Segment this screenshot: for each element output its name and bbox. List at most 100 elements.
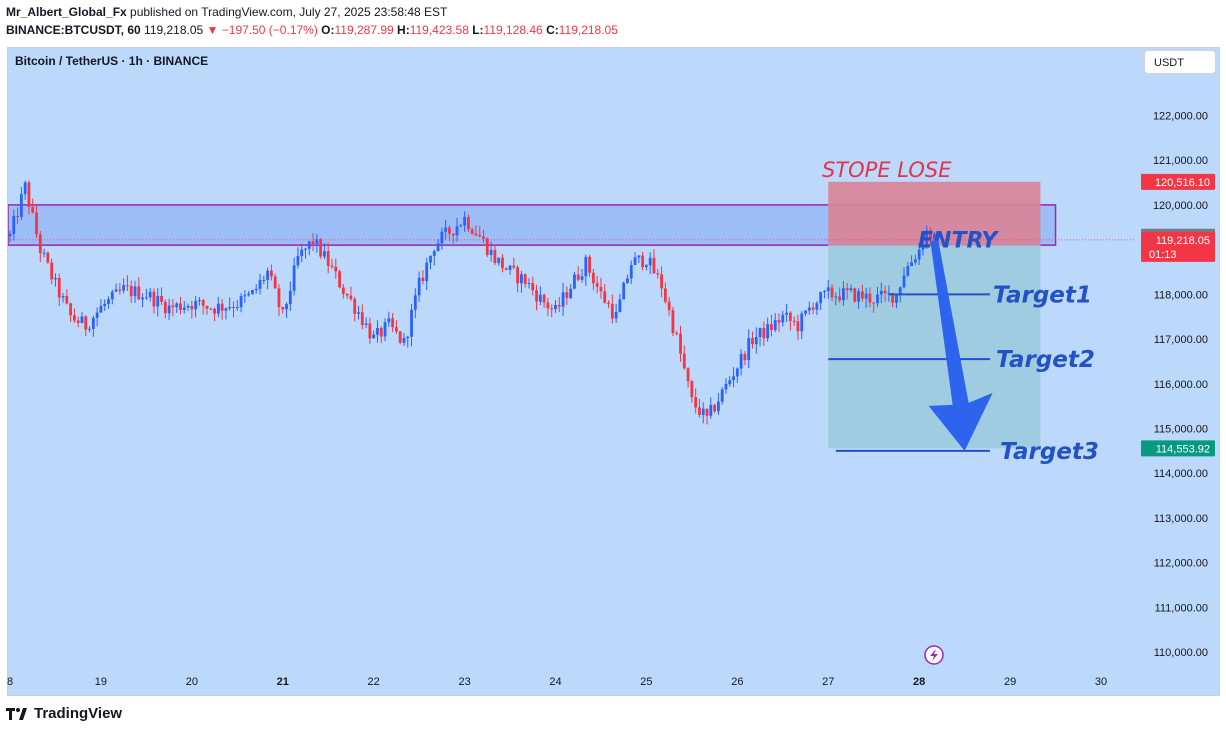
y-tick-label: 111,000.00 — [1155, 602, 1208, 614]
candle-body — [76, 320, 80, 324]
lightning-icon — [924, 645, 944, 665]
candle-body — [455, 226, 459, 236]
candle-body — [531, 283, 535, 291]
candle-body — [156, 295, 160, 307]
candle-body — [23, 182, 27, 195]
candle-body — [546, 302, 550, 309]
y-tick-label: 122,000.00 — [1153, 111, 1208, 123]
candle-body — [807, 307, 811, 311]
candle-body — [440, 231, 444, 244]
candle-body — [641, 255, 645, 268]
author-name[interactable]: Mr_Albert_Global_Fx — [6, 5, 127, 19]
x-tick-label: 28 — [913, 676, 925, 688]
candle-body — [144, 297, 148, 299]
candle-body — [129, 286, 133, 297]
candle-body — [304, 248, 307, 250]
candle-body — [800, 313, 804, 332]
candle-body — [925, 230, 929, 246]
candle-body — [251, 290, 254, 294]
tradingview-logo[interactable]: TradingView — [6, 705, 122, 722]
candle-body — [216, 303, 220, 314]
candle-body — [622, 282, 626, 300]
candle-body — [194, 300, 198, 310]
candle-body — [319, 239, 323, 257]
stop-loss-label: STOPE LOSE — [822, 158, 952, 182]
candle-body — [520, 274, 523, 284]
candle-body — [728, 380, 732, 384]
chart-legend-title[interactable]: Bitcoin / TetherUS · 1h · BINANCE — [15, 54, 209, 68]
symbol-line: BINANCE:BTCUSDT, 60 — [6, 23, 141, 37]
price-label-countdown: 01:13 — [1149, 249, 1177, 261]
candle-body — [152, 291, 156, 307]
candle-body — [735, 368, 739, 377]
price-label-text: 120,516.10 — [1155, 177, 1210, 189]
candle-body — [860, 291, 864, 299]
candle-body — [277, 288, 281, 308]
y-tick-label: 115,000.00 — [1154, 423, 1208, 435]
y-tick-label: 121,000.00 — [1153, 155, 1208, 167]
candle-body — [470, 229, 474, 234]
candle-body — [766, 324, 770, 339]
candle-body — [932, 233, 936, 240]
candle-body — [557, 304, 561, 307]
currency-unit-button[interactable]: USDT — [1144, 50, 1216, 74]
candle-body — [61, 296, 65, 298]
candle-body — [493, 249, 497, 264]
candle-body — [906, 265, 910, 276]
candle-body — [758, 327, 762, 338]
candle-body — [243, 295, 247, 297]
candle-body — [804, 310, 807, 314]
plot-area — [8, 180, 1135, 449]
candle-body — [213, 308, 216, 314]
candle-body — [508, 265, 512, 270]
candle-body — [603, 291, 607, 303]
candle-body — [307, 241, 311, 249]
candle-body — [224, 308, 228, 311]
candle-body — [410, 309, 413, 337]
candle-body — [614, 311, 618, 319]
candle-body — [379, 328, 383, 337]
candle-body — [353, 299, 357, 314]
candle-body — [645, 265, 648, 268]
candle-body — [671, 310, 675, 334]
candle-body — [675, 333, 679, 335]
y-tick-label: 116,000.00 — [1154, 379, 1208, 391]
candle-body — [743, 354, 747, 361]
publish-info: published on TradingView.com, July 27, 2… — [126, 5, 448, 19]
candle-body — [368, 323, 372, 339]
candle-body — [527, 283, 531, 285]
candle-body — [269, 270, 273, 277]
candle-body — [262, 279, 266, 281]
x-tick-label: 21 — [277, 676, 289, 688]
candle-body — [232, 307, 235, 309]
price-label-text: 114,553.92 — [1156, 443, 1210, 455]
candle-body — [175, 303, 179, 308]
candle-body — [118, 289, 122, 291]
candle-body — [489, 249, 493, 256]
candle-body — [12, 216, 16, 234]
candle-body — [550, 308, 554, 310]
candle-body — [315, 239, 319, 244]
price-label-badge — [1141, 231, 1215, 262]
candle-body — [88, 328, 91, 330]
candle-body — [239, 296, 243, 308]
price-label-badge — [1141, 173, 1215, 190]
candle-body — [141, 297, 144, 300]
candle-body — [266, 270, 269, 280]
candle-body — [921, 245, 925, 250]
y-tick-label: 120,000.00 — [1153, 200, 1208, 212]
candle-body — [326, 251, 330, 266]
candle-body — [323, 251, 326, 257]
candle-body — [561, 292, 565, 307]
candle-body — [341, 287, 345, 294]
candle-body — [114, 289, 118, 292]
candle-body — [360, 312, 364, 325]
candle-body — [565, 292, 569, 298]
candle-body — [573, 274, 576, 289]
candle-body — [72, 315, 76, 321]
candle-body — [872, 302, 876, 304]
candle-body — [148, 291, 152, 298]
x-tick-label: 8 — [7, 676, 13, 688]
candle-body — [16, 216, 19, 218]
